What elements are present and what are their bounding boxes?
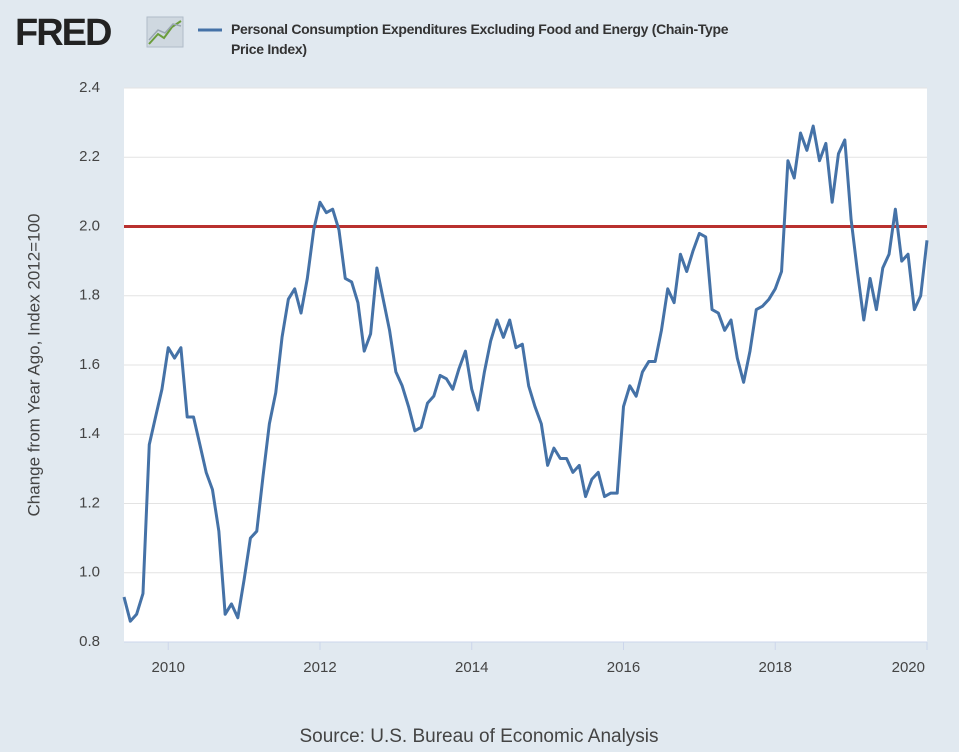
y-tick-label: 1.6 [79, 356, 100, 373]
x-tick-label: 2010 [152, 659, 185, 676]
x-tick-label: 2020 [892, 659, 925, 676]
y-tick-label: 1.2 [79, 494, 100, 511]
y-tick-label: 2.2 [79, 148, 100, 165]
x-tick-label: 2014 [455, 659, 488, 676]
logo-icon [146, 16, 184, 48]
data-line [122, 124, 929, 623]
x-tick-label: 2012 [303, 659, 336, 676]
y-tick-label: 2.0 [79, 217, 100, 234]
x-tick-label: 2018 [759, 659, 792, 676]
y-tick-label: 1.4 [79, 425, 100, 442]
y-axis-label: Change from Year Ago, Index 2012=100 [24, 214, 43, 517]
y-tick-label: 1.8 [79, 287, 100, 304]
logo: FRED [15, 12, 111, 54]
x-tick-label: 2016 [607, 659, 640, 676]
legend-label: Personal Consumption Expenditures Exclud… [231, 21, 729, 57]
y-tick-label: 0.8 [79, 633, 100, 650]
y-tick-label: 1.0 [79, 564, 100, 581]
source: Source: U.S. Bureau of Economic Analysis [299, 726, 658, 747]
y-tick-label: 2.4 [79, 79, 100, 96]
